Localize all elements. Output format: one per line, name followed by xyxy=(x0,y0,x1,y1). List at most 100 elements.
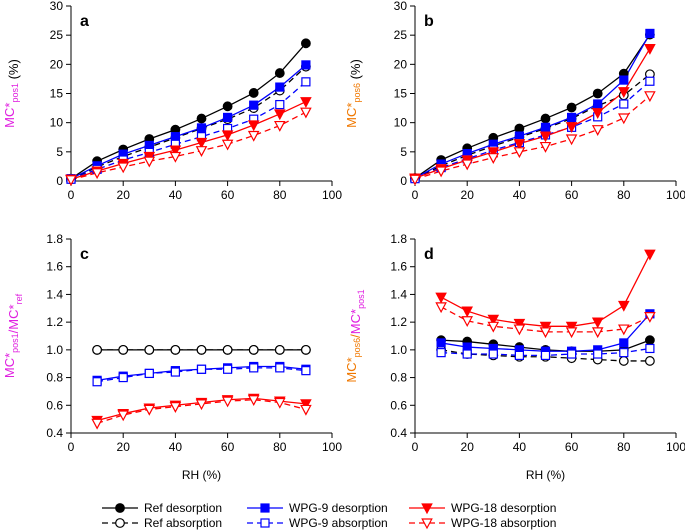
point-wpg-18-absorption xyxy=(91,418,103,430)
y-tick-label: 1.0 xyxy=(390,343,407,357)
x-tick-label: 100 xyxy=(666,440,685,454)
series-line-wpg-18-absorption xyxy=(414,95,651,180)
y-label-part: / xyxy=(348,334,363,338)
point-wpg-18-absorption xyxy=(565,134,578,146)
x-axis-label: RH (%) xyxy=(526,468,565,482)
y-tick-label: 0.6 xyxy=(46,398,63,412)
point-wpg-9-absorption xyxy=(196,364,207,374)
y-label-part: / xyxy=(6,329,21,333)
x-tick-label: 0 xyxy=(412,188,419,202)
y-label-part: MC* xyxy=(6,304,21,329)
point-wpg-18-desorption xyxy=(513,318,526,330)
point-wpg-18-desorption xyxy=(274,109,286,121)
point-wpg-18-absorption xyxy=(435,302,447,314)
point-wpg-9-absorption xyxy=(462,349,472,359)
point-wpg-18-desorption xyxy=(539,131,552,143)
legend-label: Ref absorption xyxy=(144,516,222,530)
series-line-wpg-9-desorption xyxy=(70,64,307,180)
legend-label: WPG-9 desorption xyxy=(289,501,388,515)
y-label-part: MC* xyxy=(2,353,17,378)
point-wpg-18-absorption xyxy=(247,130,260,142)
point-wpg-18-desorption xyxy=(618,87,630,99)
y-label-part: MC* xyxy=(348,309,363,334)
x-axis-label: RH (%) xyxy=(182,468,221,482)
point-wpg-18-desorption xyxy=(644,43,656,55)
point-wpg-9-absorption xyxy=(301,366,311,376)
point-wpg-18-absorption xyxy=(247,395,260,407)
y-label-part: MC* xyxy=(2,103,17,128)
point-wpg-18-absorption xyxy=(487,153,500,164)
point-wpg-18-desorption xyxy=(300,399,312,411)
panel-d: 0.4 0.6 0.8 1.0 1.2 1.4 1.6 1.8 0 20 40 60 80 100 d RH … xyxy=(344,232,685,482)
x-tick-label: 40 xyxy=(169,440,183,454)
point-wpg-9-desorption xyxy=(301,60,311,70)
point-wpg-18-desorption xyxy=(644,249,656,261)
point-wpg-18-absorption xyxy=(565,327,578,339)
y-tick-label: 30 xyxy=(50,0,64,13)
y-label-subscript: pos1 xyxy=(10,333,20,353)
point-wpg-18-desorption xyxy=(591,108,604,120)
y-tick-label: 30 xyxy=(394,0,408,13)
point-wpg-9-absorption xyxy=(619,99,629,109)
point-wpg-9-absorption xyxy=(92,377,102,387)
legend-label: WPG-18 absorption xyxy=(451,516,556,530)
x-tick-label: 40 xyxy=(169,188,183,202)
point-ref-desorption xyxy=(196,113,207,124)
point-wpg-18-desorption xyxy=(513,139,526,150)
point-wpg-18-absorption xyxy=(513,324,526,336)
point-wpg-18-desorption xyxy=(195,137,208,149)
point-ref-desorption xyxy=(592,88,603,99)
x-tick-label: 60 xyxy=(221,188,235,202)
x-tick-label: 40 xyxy=(513,440,527,454)
y-tick-label: 0.4 xyxy=(46,426,63,440)
x-tick-label: 0 xyxy=(68,188,75,202)
legend-item-wpg-9-absorption: WPG-9 absorption xyxy=(247,516,388,530)
y-tick-label: 1.2 xyxy=(390,315,407,329)
point-wpg-18-absorption xyxy=(143,156,156,168)
point-wpg-18-desorption xyxy=(591,317,604,329)
point-ref-desorption xyxy=(645,335,655,346)
x-tick-label: 0 xyxy=(68,440,75,454)
point-ref-absorption xyxy=(248,344,259,355)
point-wpg-9-absorption xyxy=(514,350,525,360)
y-tick-label: 20 xyxy=(394,57,408,71)
point-wpg-9-desorption xyxy=(436,338,446,348)
point-wpg-18-absorption xyxy=(409,174,421,186)
point-wpg-9-absorption xyxy=(118,372,128,383)
point-wpg-18-desorption xyxy=(487,147,500,159)
legend-item-wpg-9-desorption: WPG-9 desorption xyxy=(247,501,388,515)
point-wpg-18-absorption xyxy=(300,107,312,119)
y-label-subscript: pos1 xyxy=(356,289,366,309)
series-line-wpg-18-absorption xyxy=(70,111,307,181)
point-wpg-18-absorption xyxy=(539,327,552,339)
point-wpg-18-absorption xyxy=(644,312,656,323)
y-label-subscript: pos6 xyxy=(352,83,362,103)
point-wpg-18-absorption xyxy=(143,404,156,416)
point-ref-desorption xyxy=(566,102,577,113)
point-wpg-18-desorption xyxy=(435,292,447,304)
point-ref-absorption xyxy=(196,344,207,355)
point-ref-absorption xyxy=(274,344,285,355)
point-wpg-18-absorption xyxy=(117,162,130,174)
point-wpg-9-desorption xyxy=(619,75,629,85)
x-tick-label: 80 xyxy=(273,440,287,454)
point-wpg-9-desorption xyxy=(593,99,603,109)
point-wpg-9-desorption xyxy=(566,112,577,123)
point-wpg-18-absorption xyxy=(591,125,604,136)
y-tick-label: 0.8 xyxy=(390,371,407,385)
point-wpg-9-absorption xyxy=(645,76,655,86)
point-wpg-18-absorption xyxy=(195,146,208,157)
y-tick-label: 1.2 xyxy=(46,315,63,329)
point-wpg-18-absorption xyxy=(169,151,182,163)
y-tick-label: 15 xyxy=(394,87,408,101)
point-ref-desorption xyxy=(248,88,259,98)
y-tick-label: 1.4 xyxy=(46,287,63,301)
y-tick-label: 10 xyxy=(394,116,408,130)
y-label-part: MC* xyxy=(344,357,359,382)
point-ref-desorption xyxy=(540,113,551,124)
point-wpg-18-absorption xyxy=(644,91,656,103)
point-wpg-18-absorption xyxy=(91,168,103,180)
x-tick-label: 100 xyxy=(322,188,342,202)
series-line-wpg-18-desorption xyxy=(70,101,307,180)
point-wpg-9-desorption xyxy=(645,28,655,39)
